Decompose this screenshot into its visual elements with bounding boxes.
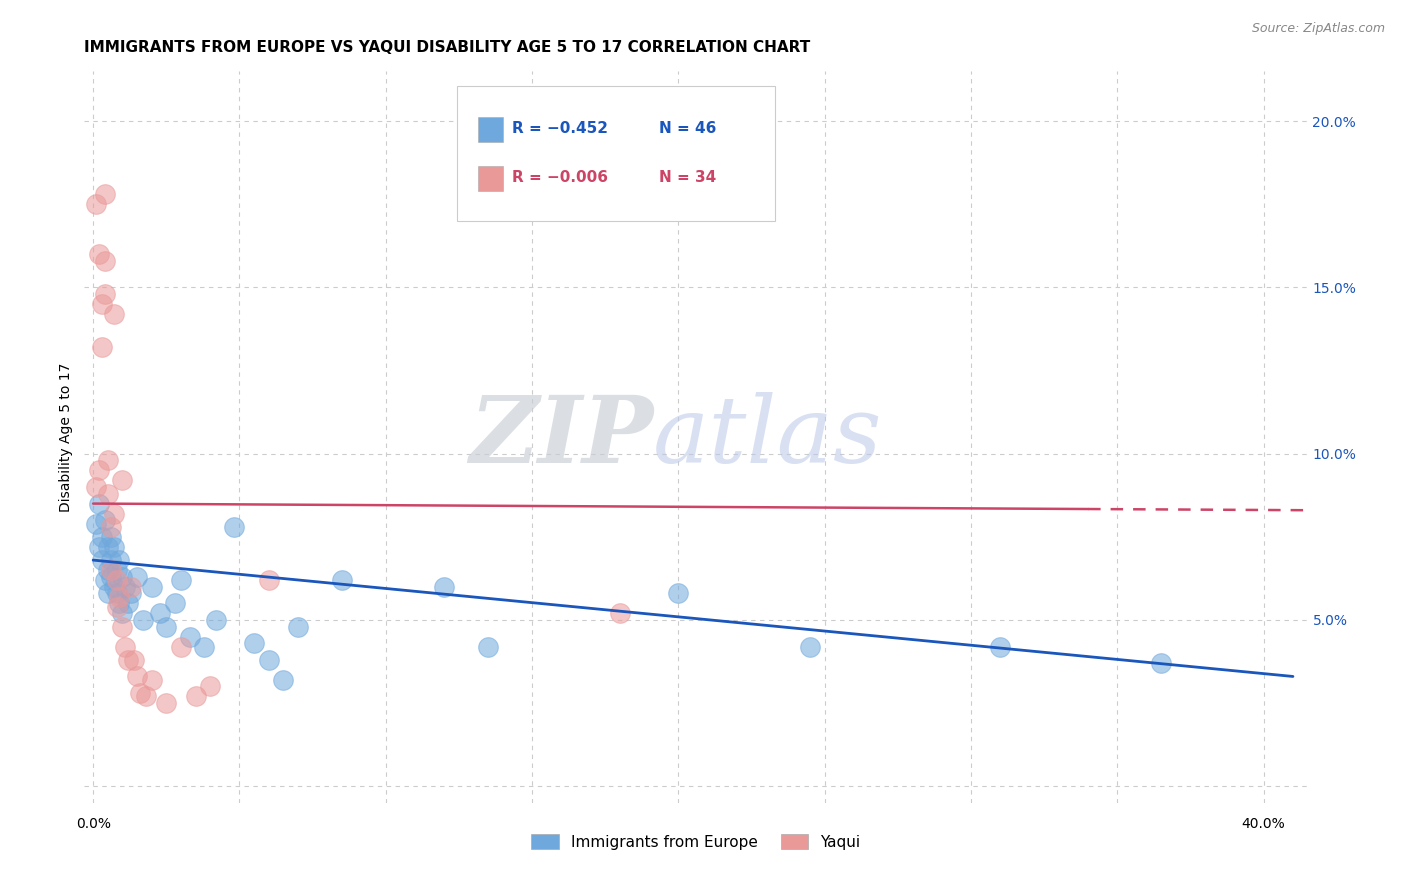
Point <box>149 607 172 621</box>
Point <box>114 580 136 594</box>
Point <box>141 580 163 594</box>
Point <box>100 530 122 544</box>
Point <box>103 540 125 554</box>
Text: IMMIGRANTS FROM EUROPE VS YAQUI DISABILITY AGE 5 TO 17 CORRELATION CHART: IMMIGRANTS FROM EUROPE VS YAQUI DISABILI… <box>84 40 811 55</box>
Point <box>87 540 110 554</box>
Point <box>184 690 207 704</box>
Point <box>170 640 193 654</box>
Point <box>193 640 215 654</box>
FancyBboxPatch shape <box>478 117 503 142</box>
Point <box>87 247 110 261</box>
Point <box>97 540 120 554</box>
Point <box>84 197 107 211</box>
Text: ZIP: ZIP <box>470 392 654 482</box>
Point <box>132 613 155 627</box>
Point <box>97 486 120 500</box>
Point <box>100 563 122 577</box>
Point <box>122 653 145 667</box>
Point <box>94 573 117 587</box>
Point <box>117 653 139 667</box>
Point <box>165 596 187 610</box>
Point <box>243 636 266 650</box>
Point <box>100 553 122 567</box>
Point <box>103 307 125 321</box>
Text: R = −0.006: R = −0.006 <box>513 169 609 185</box>
Point <box>105 563 128 577</box>
Point <box>111 619 134 633</box>
Point <box>84 516 107 531</box>
Point <box>90 340 112 354</box>
Point <box>273 673 295 687</box>
Point <box>105 599 128 614</box>
FancyBboxPatch shape <box>478 166 503 191</box>
Point <box>170 573 193 587</box>
Point <box>108 553 131 567</box>
Point <box>111 570 134 584</box>
Point <box>198 680 221 694</box>
Point <box>120 586 142 600</box>
Point <box>84 480 107 494</box>
Point <box>155 619 177 633</box>
Point <box>1150 656 1173 670</box>
Point <box>97 586 120 600</box>
Text: N = 34: N = 34 <box>659 169 717 185</box>
Point <box>97 453 120 467</box>
Point <box>287 619 309 633</box>
Point <box>87 497 110 511</box>
Point <box>141 673 163 687</box>
Point <box>105 586 128 600</box>
Point <box>111 607 134 621</box>
Point <box>135 690 157 704</box>
Point <box>120 580 142 594</box>
Point <box>90 553 112 567</box>
Legend: Immigrants from Europe, Yaqui: Immigrants from Europe, Yaqui <box>523 826 869 857</box>
Point <box>94 187 117 202</box>
Point <box>257 653 280 667</box>
Point <box>100 520 122 534</box>
Point <box>799 640 821 654</box>
Point <box>94 287 117 301</box>
Point <box>117 596 139 610</box>
FancyBboxPatch shape <box>457 86 776 221</box>
Point <box>87 463 110 477</box>
Y-axis label: Disability Age 5 to 17: Disability Age 5 to 17 <box>59 362 73 512</box>
Point <box>330 573 353 587</box>
Point <box>129 686 152 700</box>
Point <box>100 570 122 584</box>
Point <box>94 513 117 527</box>
Point <box>433 580 456 594</box>
Point <box>205 613 228 627</box>
Point <box>94 253 117 268</box>
Text: N = 46: N = 46 <box>659 121 717 136</box>
Point <box>988 640 1011 654</box>
Point <box>90 530 112 544</box>
Point <box>668 586 690 600</box>
Point <box>105 573 128 587</box>
Point <box>90 297 112 311</box>
Point <box>103 580 125 594</box>
Point <box>222 520 245 534</box>
Point <box>97 563 120 577</box>
Point <box>103 507 125 521</box>
Text: atlas: atlas <box>654 392 883 482</box>
Point <box>125 669 148 683</box>
Point <box>477 640 499 654</box>
Point <box>111 473 134 487</box>
Point <box>125 570 148 584</box>
Point <box>257 573 280 587</box>
Text: Source: ZipAtlas.com: Source: ZipAtlas.com <box>1251 22 1385 36</box>
Point <box>108 596 131 610</box>
Text: R = −0.452: R = −0.452 <box>513 121 609 136</box>
Point <box>155 696 177 710</box>
Point <box>609 607 631 621</box>
Point <box>179 630 201 644</box>
Point <box>108 590 131 604</box>
Point <box>114 640 136 654</box>
